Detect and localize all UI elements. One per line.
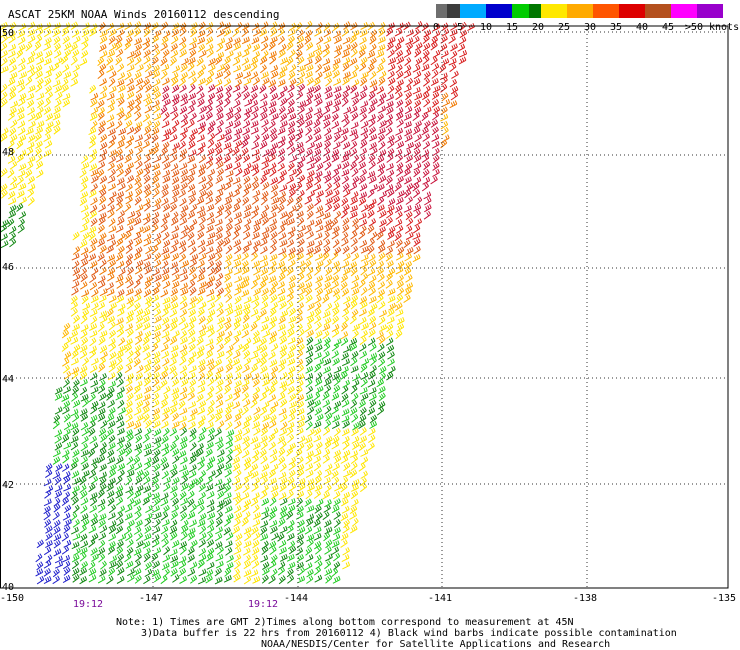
legend-swatch xyxy=(645,4,671,18)
lon-label: -141 xyxy=(428,593,452,604)
legend-swatch xyxy=(619,4,645,18)
legend-swatch xyxy=(567,4,593,18)
wind-barb-group xyxy=(161,20,475,247)
lat-label: 48 xyxy=(2,147,14,158)
pass-time-label: 19:12 xyxy=(247,599,279,610)
lat-label: 46 xyxy=(2,262,14,273)
graticule xyxy=(0,26,728,588)
lat-label: 40 xyxy=(2,582,14,593)
wind-speed-legend: 0 5 10 15 20 25 30 35 40 45 >50 knots xyxy=(432,4,740,42)
lat-label: 44 xyxy=(2,374,14,385)
map-frame xyxy=(0,25,729,589)
note-line-1: Note: 1) Times are GMT 2)Times along bot… xyxy=(116,617,574,628)
legend-label: 35 xyxy=(609,22,623,33)
wind-barb-field xyxy=(0,20,475,585)
map-title: ASCAT 25KM NOAA Winds 20160112 descendin… xyxy=(8,8,280,21)
wind-barb-group xyxy=(0,21,405,585)
legend-label: 25 xyxy=(557,22,571,33)
lat-label: 50 xyxy=(2,28,14,39)
legend-swatch xyxy=(460,4,486,18)
legend-swatch xyxy=(529,4,541,18)
legend-label: 40 xyxy=(635,22,649,33)
note-line-3: NOAA/NESDIS/Center for Satellite Applica… xyxy=(261,639,611,650)
legend-swatch xyxy=(512,4,529,18)
legend-swatch xyxy=(436,4,447,18)
legend-label: >50 knots xyxy=(684,22,740,33)
lon-label: -150 xyxy=(0,593,24,604)
legend-swatch xyxy=(486,4,512,18)
legend-swatch xyxy=(447,4,460,18)
lon-label: -144 xyxy=(284,593,308,604)
legend-label: 10 xyxy=(479,22,493,33)
wind-barb-group xyxy=(61,20,449,431)
lon-label: -135 xyxy=(712,593,736,604)
lon-label: -147 xyxy=(139,593,163,604)
wind-barb-group xyxy=(52,337,395,585)
wind-barb-group xyxy=(71,125,421,298)
legend-label: 20 xyxy=(531,22,545,33)
note-line-2: 3)Data buffer is 22 hrs from 20160112 4)… xyxy=(141,628,677,639)
wind-barb-group xyxy=(72,21,458,298)
lon-label: -138 xyxy=(573,593,597,604)
wind-barb-group xyxy=(160,83,440,220)
legend-label: 45 xyxy=(661,22,675,33)
legend-swatch xyxy=(671,4,697,18)
legend-label: 30 xyxy=(583,22,597,33)
lat-label: 42 xyxy=(2,480,14,491)
legend-swatch xyxy=(593,4,619,18)
legend-label: 0 xyxy=(432,22,440,33)
legend-label: 5 xyxy=(456,22,464,33)
legend-label: 15 xyxy=(505,22,519,33)
pass-time-label: 19:12 xyxy=(72,599,104,610)
wind-barb-group xyxy=(0,203,396,585)
wind-barb-group xyxy=(35,463,72,585)
legend-swatch xyxy=(541,4,567,18)
legend-swatch xyxy=(697,4,723,18)
